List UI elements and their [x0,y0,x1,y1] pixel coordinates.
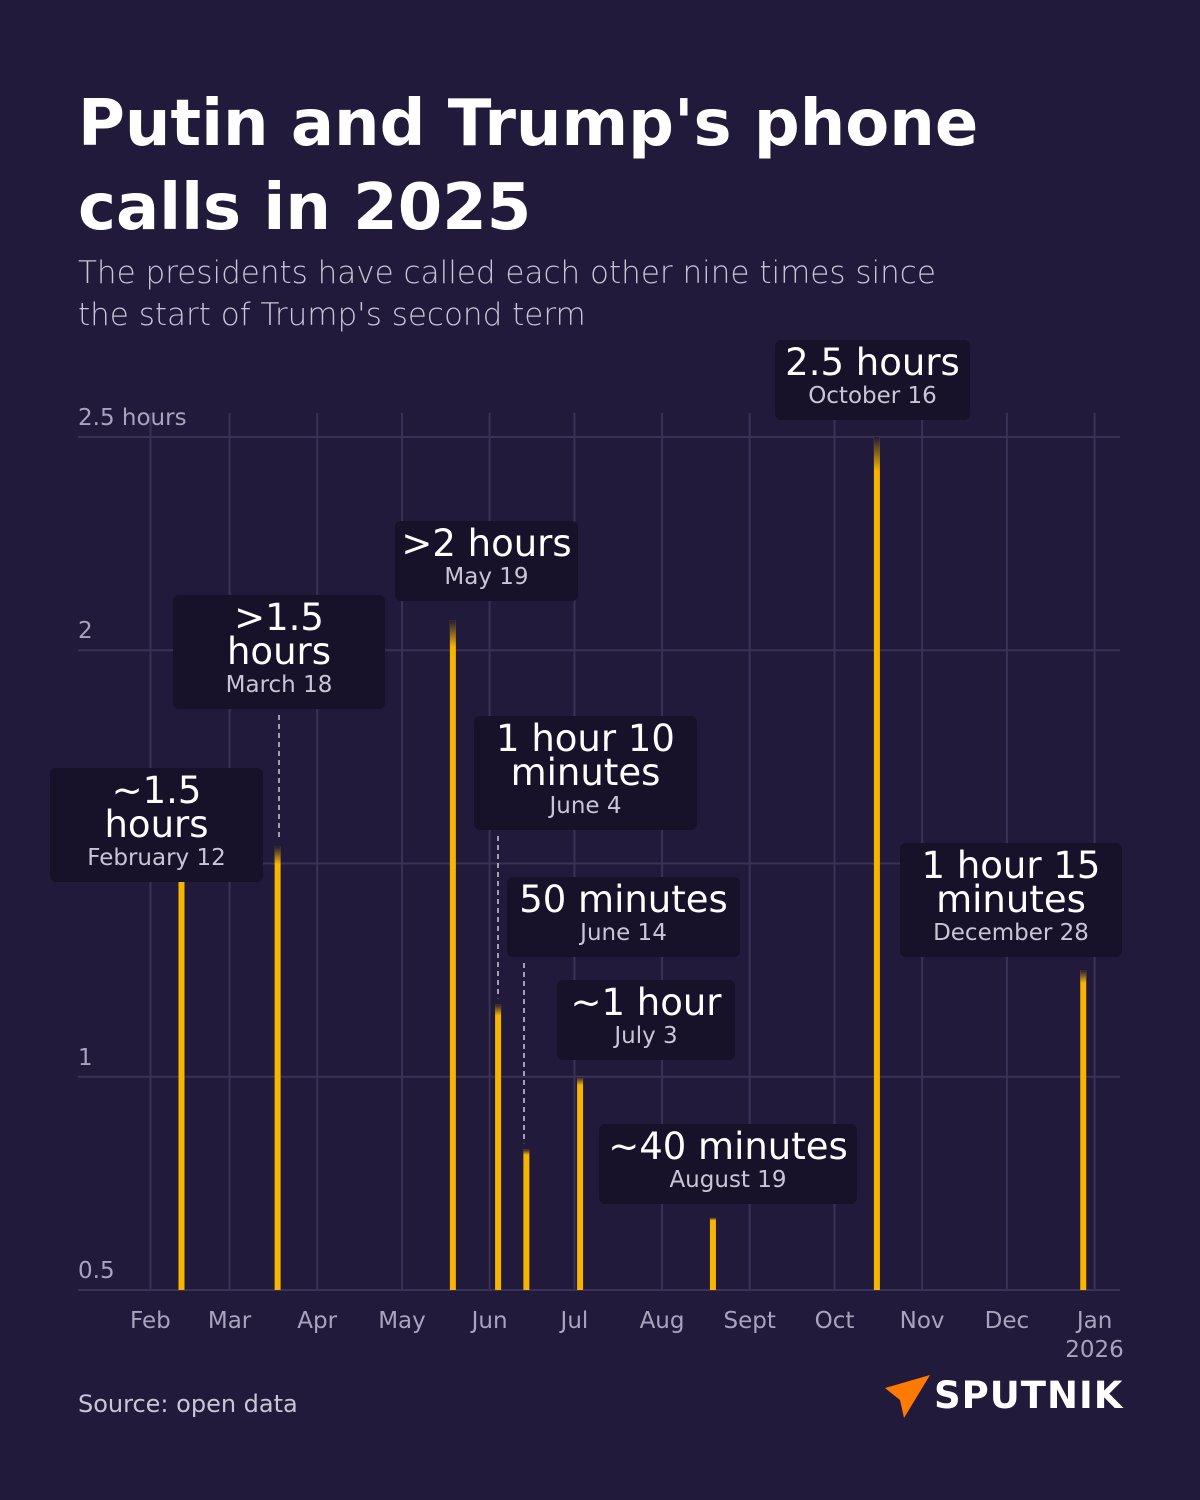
data-label: ~1.5 hours February 12 [50,768,263,882]
date-label: June 14 [580,920,667,946]
data-label: >2 hours May 19 [395,521,578,601]
value-label: 50 minutes [519,878,728,921]
data-label: ~1 hour July 3 [557,980,735,1060]
x-tick-label: Apr [297,1308,338,1334]
data-label: >1.5 hours March 18 [173,595,385,709]
y-tick-label: 2.5 hours [78,405,187,431]
date-label: July 3 [614,1023,678,1049]
date-label: March 18 [225,672,333,698]
date-label: May 19 [444,564,529,590]
brand-name: SPUTNIK [934,1374,1124,1417]
x-tick-label: Mar [207,1308,252,1334]
value-label: 2.5 hours [785,341,960,384]
source-note: Source: open data [78,1390,298,1418]
bar-fade [523,1149,530,1290]
date-label: February 12 [87,845,226,871]
value-label: ~40 minutes [608,1125,848,1168]
x-tick-label: Feb [130,1308,171,1334]
chart-title: Putin and Trump's phone calls in 2025 [78,87,979,245]
x-tick-label: Jan 2026 [1065,1308,1124,1363]
bar-fade [577,1076,584,1290]
x-tick-label: Oct [814,1308,855,1334]
data-label: 1 hour 10 minutes June 4 [474,716,697,830]
date-label: December 28 [933,920,1089,946]
data-label: 1 hour 15 minutes December 28 [900,843,1122,957]
brand-logo [885,1375,930,1418]
data-label: 2.5 hours October 16 [775,340,970,420]
value-label: >2 hours [401,522,572,565]
data-label: ~40 minutes August 19 [599,1124,857,1204]
x-tick-label: Jun [471,1308,508,1334]
y-tick-label: 2 [78,618,93,645]
value-label: >1.5 hours [226,596,332,673]
y-tick-label: 0.5 [78,1258,115,1284]
value-label: ~1.5 hours [104,769,209,846]
bar-fade [274,846,281,1290]
x-tick-label: Aug [639,1308,685,1334]
bar-fade [1080,970,1087,1290]
data-label: 50 minutes June 14 [507,877,740,957]
value-label: ~1 hour [570,981,722,1024]
x-tick-label: May [378,1308,426,1334]
date-label: June 4 [549,793,622,819]
value-label: 1 hour 15 minutes [921,844,1101,921]
value-label: 1 hour 10 minutes [496,717,675,794]
x-tick-label: Jul [560,1308,589,1334]
date-label: August 19 [669,1167,787,1193]
x-tick-label: Dec [984,1308,1030,1334]
bar-fade [495,1004,502,1290]
bar-fade [709,1217,716,1290]
x-tick-label: Sept [723,1308,776,1334]
bar-fade [449,620,456,1290]
chart-subtitle: The presidents have called each other ni… [78,255,936,333]
bar-fade [178,863,185,1290]
date-label: October 16 [808,383,937,409]
x-tick-label: Nov [899,1308,945,1334]
bar-fade [873,437,880,1290]
y-tick-label: 1 [78,1044,93,1071]
